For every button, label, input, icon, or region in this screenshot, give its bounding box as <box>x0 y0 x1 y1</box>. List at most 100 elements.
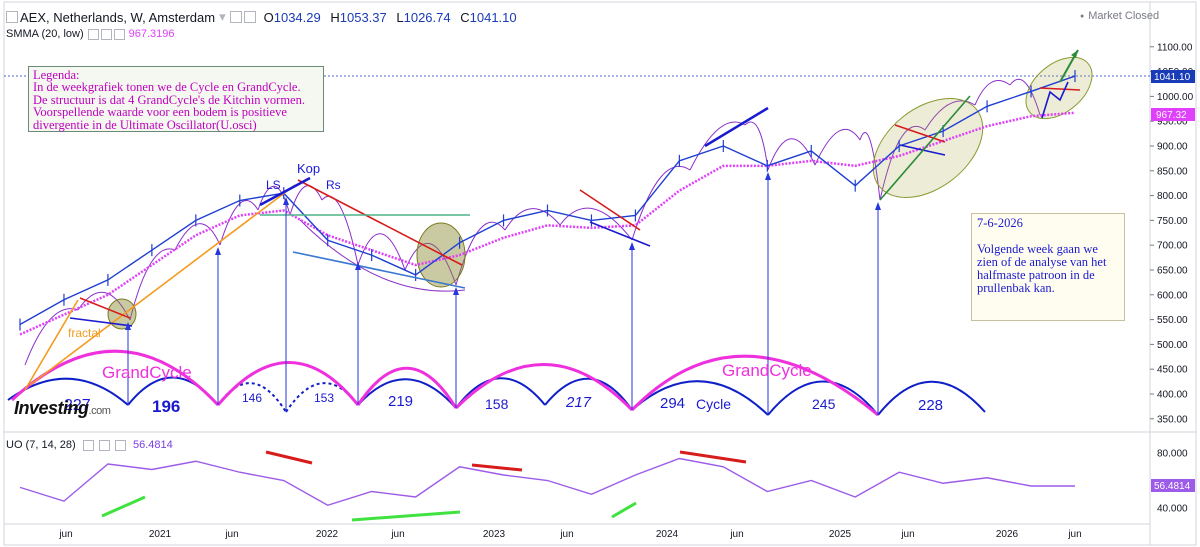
ls-label: LS <box>266 178 281 192</box>
note-box: 7-6-2026 Volgende week gaan we zien of d… <box>971 213 1125 321</box>
uo-tick-label: 40.000 <box>1157 504 1188 515</box>
settings-icon[interactable] <box>243 11 256 23</box>
grandcycle-label-1: GrandCycle <box>102 363 192 382</box>
high-label: H <box>330 9 340 25</box>
smma-tag <box>1151 108 1195 121</box>
eye-icon[interactable] <box>87 28 99 40</box>
price-tick-label: 700.00 <box>1157 241 1188 252</box>
watermark-suffix: .com <box>88 405 111 417</box>
time-tick-label: 2026 <box>996 529 1019 540</box>
price-ticks: 1100.001050.001000.00950.00900.00850.008… <box>1150 42 1194 425</box>
close-icon[interactable] <box>113 28 125 40</box>
uo-divergence-lines <box>101 450 747 522</box>
price-tick-label: 950.00 <box>1157 117 1188 128</box>
time-tick-label: jun <box>729 529 743 540</box>
legend-line: Legenda: <box>33 68 80 82</box>
price-tick-label: 1100.00 <box>1157 42 1193 53</box>
price-tick-label: 500.00 <box>1157 340 1188 351</box>
investing-watermark: Investing.com <box>14 398 111 419</box>
open-value: 1034.29 <box>273 9 321 25</box>
cycle-count: 245 <box>812 396 836 412</box>
uo-line <box>19 457 1075 507</box>
price-tick-label: 900.00 <box>1157 141 1188 152</box>
smma-tag-text: 967.32 <box>1156 110 1187 121</box>
close-icon[interactable] <box>114 439 126 451</box>
open-label: O <box>263 9 274 25</box>
time-tick-label: 2023 <box>483 529 506 540</box>
close-value: 1041.10 <box>469 9 517 25</box>
time-tick-label: jun <box>58 529 72 540</box>
watermark-text: Investing <box>14 398 89 418</box>
price-tick-label: 850.00 <box>1157 166 1188 177</box>
uo-tick-label: 80.000 <box>1157 449 1188 460</box>
time-ticks: jun 2021 jun 2022 jun 2023 jun 2024 jun 2025 jun 20… <box>58 529 1081 540</box>
smma-legend: SMMA (20, low) 967.3196 <box>6 28 175 40</box>
ohlc-values: O1034.29 H1053.37 L1026.74 C1041.10 <box>264 10 523 25</box>
cycle-count: 227 <box>64 397 91 414</box>
note-text: Volgende week gaan we zien of de analyse… <box>977 242 1107 295</box>
legend-line: divergentie in de Ultimate Oscillator(U.… <box>33 117 257 132</box>
time-tick-label: jun <box>559 529 573 540</box>
cycle-count: 153 <box>314 391 335 405</box>
price-tick-label: 650.00 <box>1157 265 1188 276</box>
arrow-heads <box>125 172 881 330</box>
rs-label: Rs <box>326 178 341 192</box>
cycle-arcs <box>7 376 986 416</box>
kop-label: Kop <box>297 161 321 176</box>
time-tick-label: jun <box>900 529 914 540</box>
legend-line: De structuur is dat 4 GrandCycle's de Ki… <box>33 92 305 107</box>
price-tick-label: 600.00 <box>1157 290 1188 301</box>
smma-label: SMMA (20, low) <box>6 28 84 40</box>
cycle-bottom-arrows <box>127 175 879 415</box>
price-tick-label: 1000.00 <box>1157 92 1194 103</box>
time-tick-label: 2021 <box>149 529 172 540</box>
price-tick-label: 750.00 <box>1157 216 1188 227</box>
uo-value: 56.4814 <box>132 439 173 451</box>
cycle-count: 158 <box>485 396 509 412</box>
time-tick-label: 2025 <box>829 529 852 540</box>
legend-box: Legenda: In de weekgrafiek tonen we de C… <box>28 66 324 132</box>
uo-tag <box>1151 479 1195 492</box>
low-value: 1026.74 <box>403 9 451 25</box>
smma-value: 967.3196 <box>128 28 175 40</box>
highlight-ellipses-light <box>872 56 1093 199</box>
uo-ticks: 80.000 40.000 <box>1157 449 1188 515</box>
eye-icon[interactable] <box>229 11 242 23</box>
time-tick-label: jun <box>224 529 238 540</box>
price-tick-label: 450.00 <box>1157 365 1188 376</box>
uo-label: UO (7, 14, 28) <box>6 439 76 451</box>
cycle-count: 294 <box>660 395 686 412</box>
close-label: C <box>460 9 470 25</box>
time-tick-label: 2022 <box>316 529 339 540</box>
time-tick-label: jun <box>1067 529 1081 540</box>
cycle-count: 219 <box>388 393 414 410</box>
price-tick-label: 350.00 <box>1157 414 1188 425</box>
time-tick-label: 2024 <box>656 529 679 540</box>
last-price-tag <box>1151 70 1195 83</box>
cycle-count: 146 <box>242 391 263 405</box>
legend-line: In de weekgrafiek tonen we de Cycle en G… <box>33 80 301 95</box>
last-price-tag-text: 1041.10 <box>1154 72 1191 83</box>
trendlines <box>24 49 1081 391</box>
price-tick-label: 400.00 <box>1157 389 1188 400</box>
settings-icon[interactable] <box>98 439 110 451</box>
price-tick-label: 550.00 <box>1157 315 1188 326</box>
fractal-label: fractal <box>68 326 101 340</box>
symbol-title: AEX, Netherlands, W, Amsterdam <box>20 9 216 25</box>
uo-tag-text: 56.4814 <box>1154 481 1191 492</box>
price-tick-label: 800.00 <box>1157 191 1188 202</box>
cycle-label: Cycle <box>696 396 732 412</box>
cycle-count: 196 <box>152 397 181 416</box>
collapse-icon[interactable] <box>6 11 18 23</box>
eye-icon[interactable] <box>82 439 94 451</box>
settings-icon[interactable] <box>100 28 112 40</box>
note-date: 7-6-2026 <box>977 216 1023 230</box>
market-status: Market Closed <box>1080 10 1159 22</box>
grandcycle-label-2: GrandCycle <box>722 361 812 380</box>
time-tick-label: jun <box>390 529 404 540</box>
chart-header: AEX, Netherlands, W, Amsterdam ▾ O1034.2… <box>6 8 523 26</box>
high-value: 1053.37 <box>339 9 387 25</box>
cycle-count: 217 <box>566 394 592 411</box>
chevron-down-icon[interactable]: ▾ <box>219 9 226 24</box>
